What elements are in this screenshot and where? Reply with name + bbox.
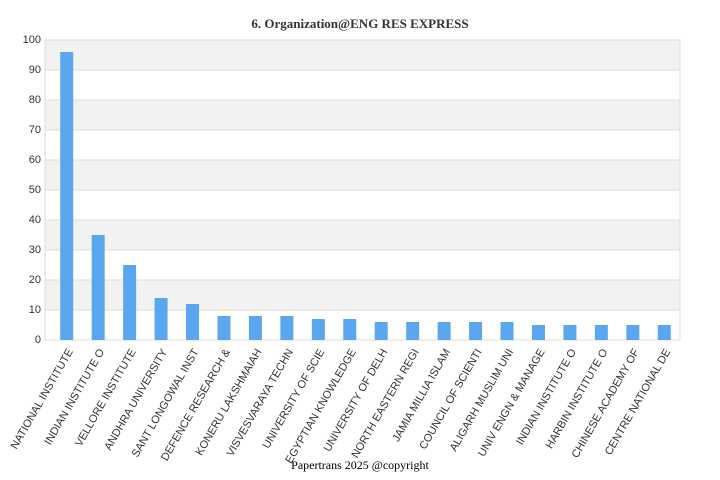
- bar: [657, 325, 671, 340]
- bar: [91, 235, 105, 340]
- y-tick-label: 70: [29, 124, 41, 136]
- y-tick-label: 100: [23, 34, 41, 46]
- copyright: Papertrans 2025 @copyright: [291, 458, 429, 472]
- y-tick-label: 0: [35, 334, 41, 346]
- x-tick-label: INDIAN INSTITUTE O: [43, 347, 108, 448]
- bar: [280, 316, 294, 340]
- plot-frame: [44, 39, 681, 341]
- grid-band: [45, 40, 680, 70]
- bar: [217, 316, 231, 340]
- bar: [626, 325, 640, 340]
- bar: [406, 322, 420, 340]
- bar: [311, 319, 325, 340]
- bar: [123, 265, 137, 340]
- grid-band: [45, 100, 680, 130]
- y-tick-label: 90: [29, 64, 41, 76]
- bar: [343, 319, 357, 340]
- bar: [594, 325, 608, 340]
- grid-band: [45, 220, 680, 250]
- bar: [500, 322, 514, 340]
- x-tick-label: INDIAN INSTITUTE O: [514, 347, 579, 448]
- y-tick-label: 50: [29, 184, 41, 196]
- y-tick-label: 40: [29, 214, 41, 226]
- y-tick-label: 20: [29, 274, 41, 286]
- bar: [563, 325, 577, 340]
- bar: [186, 304, 200, 340]
- y-tick-label: 10: [29, 304, 41, 316]
- grid-band: [45, 280, 680, 310]
- bar: [437, 322, 451, 340]
- chart-title: 6. Organization@ENG RES EXPRESS: [251, 16, 468, 31]
- x-tick-label: VELLORE INSTITUTE: [73, 347, 139, 449]
- y-tick-label: 30: [29, 244, 41, 256]
- bar: [531, 325, 545, 340]
- y-tick-label: 80: [29, 94, 41, 106]
- bar: [248, 316, 262, 340]
- y-tick-label: 60: [29, 154, 41, 166]
- bar: [469, 322, 483, 340]
- bar: [60, 52, 74, 340]
- bar: [374, 322, 388, 340]
- x-tick-label: JAMIA MILLIA ISLAM: [390, 347, 453, 444]
- grid-band: [45, 160, 680, 190]
- bar: [154, 298, 168, 340]
